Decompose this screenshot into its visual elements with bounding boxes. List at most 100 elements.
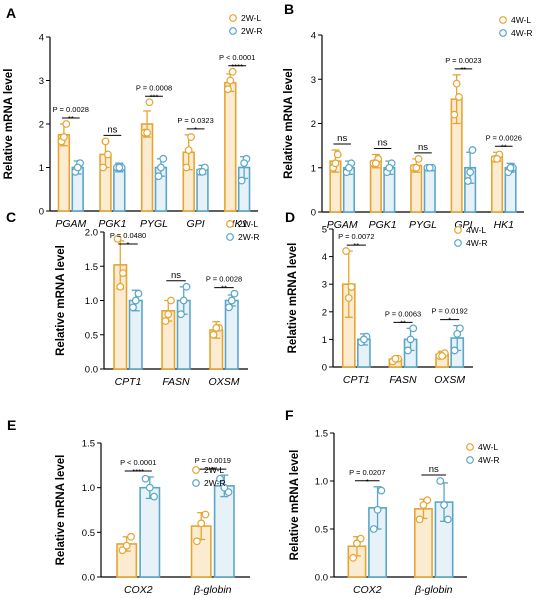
data-point xyxy=(403,346,412,355)
data-point xyxy=(220,483,229,492)
bar xyxy=(113,166,126,212)
data-point xyxy=(342,247,350,255)
y-tick-label: 2 xyxy=(322,307,327,318)
data-point xyxy=(385,163,394,172)
p-value-label: P = 0.0480 xyxy=(110,231,146,240)
legend-label: 2W-L xyxy=(238,219,258,229)
data-point xyxy=(345,163,353,172)
bar xyxy=(369,160,382,213)
data-point xyxy=(466,168,475,177)
data-point xyxy=(450,110,459,119)
p-value-label: P = 0.0192 xyxy=(431,307,467,316)
data-point xyxy=(373,505,382,514)
data-point xyxy=(226,76,235,85)
significance-label: * xyxy=(366,477,369,486)
data-point xyxy=(360,335,368,344)
data-point xyxy=(452,79,461,88)
data-point xyxy=(187,133,195,141)
data-point xyxy=(115,163,124,172)
y-tick-label: 1.0 xyxy=(82,483,95,494)
data-point xyxy=(101,137,110,146)
p-value-label: P = 0.0008 xyxy=(136,83,172,92)
legend-label: 4W-R xyxy=(466,238,488,248)
data-point xyxy=(440,501,448,509)
significance-label: ns xyxy=(418,142,428,153)
y-tick-label: 1.0 xyxy=(85,296,98,307)
y-tick-label: 1 xyxy=(322,335,327,346)
data-point xyxy=(450,346,459,355)
significance-label: **** xyxy=(231,62,243,71)
panel-letter: D xyxy=(285,209,295,225)
data-point xyxy=(198,167,207,176)
data-point xyxy=(436,477,445,485)
data-point xyxy=(240,159,249,168)
p-value-label: P < 0.0001 xyxy=(219,53,255,62)
p-value-label: P = 0.0323 xyxy=(177,116,213,125)
data-point xyxy=(347,283,356,291)
bar xyxy=(423,166,436,213)
y-tick-label: 0.5 xyxy=(315,525,328,536)
y-tick-label: 1.5 xyxy=(315,429,328,440)
data-point xyxy=(371,159,380,168)
p-value-label: P = 0.0028 xyxy=(206,275,242,284)
legend-label: 2W-R xyxy=(241,26,263,36)
significance-label: ** xyxy=(210,465,216,474)
data-point xyxy=(228,67,237,76)
data-point xyxy=(414,154,423,163)
data-point xyxy=(391,354,400,363)
legend-marker xyxy=(226,220,234,228)
significance-label: ** xyxy=(353,241,359,250)
y-axis-title: Relative mRNA level xyxy=(3,69,15,180)
data-point xyxy=(184,146,193,155)
y-tick-label: 5 xyxy=(322,225,327,236)
data-point xyxy=(212,324,221,332)
legend-marker xyxy=(454,239,462,247)
panel-letter: B xyxy=(284,1,294,17)
data-point xyxy=(419,501,428,509)
y-tick-label: 4 xyxy=(322,252,327,263)
data-point xyxy=(193,537,201,546)
data-point xyxy=(113,234,122,243)
significance-label: * xyxy=(194,125,197,134)
data-point xyxy=(201,510,210,519)
y-tick-label: 1 xyxy=(39,163,44,174)
y-tick-label: 3 xyxy=(39,76,44,87)
significance-label: ** xyxy=(68,114,74,123)
data-point xyxy=(409,324,418,333)
y-tick-label: 2.0 xyxy=(85,228,98,239)
legend-marker xyxy=(229,27,237,35)
p-value-label: P = 0.0023 xyxy=(445,56,481,65)
y-axis-title: Relative mRNA level xyxy=(55,455,67,566)
p-value-label: P = 0.0207 xyxy=(349,468,385,477)
legend-marker xyxy=(499,16,507,24)
significance-label: **** xyxy=(132,467,144,476)
data-point xyxy=(145,98,154,107)
data-point xyxy=(453,329,462,338)
legend-marker xyxy=(466,443,474,451)
x-tick-label: PGK1 xyxy=(98,218,126,230)
significance-label: * xyxy=(127,240,130,249)
p-value-label: P = 0.0072 xyxy=(338,232,374,241)
legend-marker xyxy=(226,233,234,241)
data-point xyxy=(59,133,68,141)
y-axis-title: Relative mRNA level xyxy=(287,243,299,354)
legend-label: 4W-R xyxy=(511,28,533,38)
data-point xyxy=(216,474,224,483)
data-point xyxy=(177,310,185,319)
data-point xyxy=(353,539,361,548)
p-value-label: P = 0.0063 xyxy=(385,309,421,318)
x-tick-label: CPT1 xyxy=(115,376,142,388)
data-point xyxy=(159,154,168,163)
data-point xyxy=(331,159,340,168)
p-value-label: P < 0.0001 xyxy=(120,458,156,467)
data-point xyxy=(406,335,415,344)
legend-marker xyxy=(499,29,507,37)
y-tick-label: 3 xyxy=(322,280,327,291)
legend: 4W-L 4W-R xyxy=(499,15,533,38)
data-point xyxy=(134,289,143,298)
data-point xyxy=(164,310,173,319)
data-point xyxy=(224,85,232,94)
y-tick-label: 1.5 xyxy=(85,262,98,273)
